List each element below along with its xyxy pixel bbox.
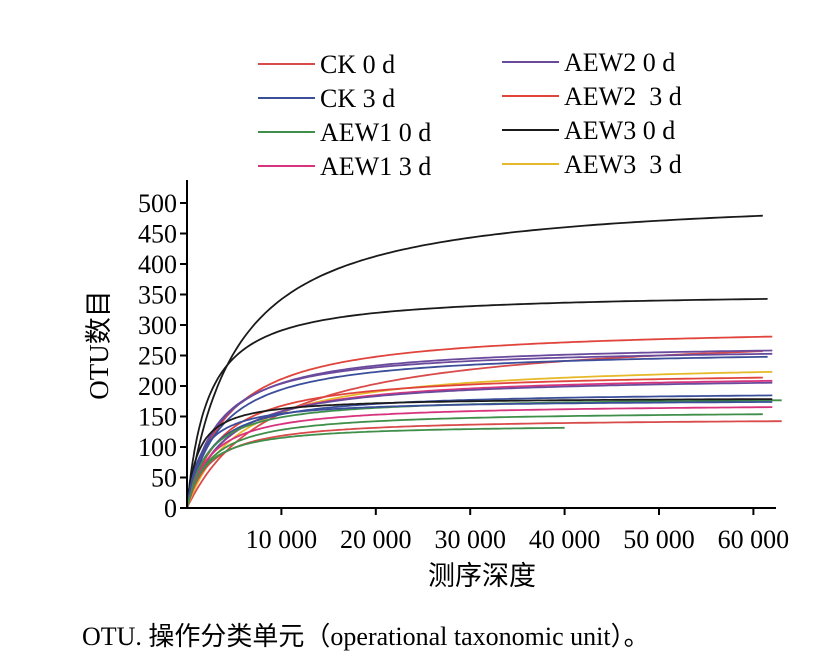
y-tick-label: 100 <box>138 433 177 462</box>
y-tick-label: 200 <box>138 372 177 401</box>
y-axis-title: OTU数目 <box>84 290 114 400</box>
x-tick-label: 40 000 <box>529 525 601 554</box>
x-axis-title: 测序深度 <box>428 561 536 591</box>
x-tick-label: 60 000 <box>718 525 790 554</box>
y-tick-label: 400 <box>138 250 177 279</box>
series-lines <box>186 214 782 509</box>
legend-label: AEW1 0 d <box>320 118 431 147</box>
y-tick-label: 300 <box>138 311 177 340</box>
rarefaction-chart: CK 0 d CK 3 d AEW1 0 d AEW1 3 d AEW2 0 d AEW2… <box>84 48 789 591</box>
series-line <box>186 376 763 509</box>
axes <box>186 180 776 509</box>
y-tick-label: 250 <box>138 342 177 371</box>
series-line <box>186 355 768 509</box>
figure-caption: OTU. 操作分类单元（operational taxonomic unit）。 <box>82 622 650 651</box>
y-tick-label: 450 <box>138 220 177 249</box>
legend: CK 0 d CK 3 d AEW1 0 d AEW1 3 d AEW2 0 d AEW2… <box>258 48 682 181</box>
legend-label: AEW1 3 d <box>320 152 431 181</box>
legend-label: AEW2 3 d <box>564 82 682 111</box>
x-tick-label: 50 000 <box>623 525 695 554</box>
series-line <box>186 401 773 508</box>
legend-label: CK 3 d <box>320 84 395 113</box>
series-line <box>186 394 773 509</box>
x-tick-label: 20 000 <box>340 525 412 554</box>
legend-label: CK 0 d <box>320 50 395 79</box>
y-tick-label: 350 <box>138 281 177 310</box>
y-tick-label: 50 <box>151 464 177 493</box>
x-tick-label: 30 000 <box>434 525 506 554</box>
series-line <box>186 399 782 509</box>
series-line <box>186 298 768 508</box>
series-line <box>186 426 565 509</box>
legend-label: AEW3 0 d <box>564 116 675 145</box>
series-line <box>186 398 773 508</box>
y-tick-label: 0 <box>164 494 177 523</box>
series-line <box>186 406 773 509</box>
series-line <box>186 370 773 509</box>
chart-canvas: CK 0 d CK 3 d AEW1 0 d AEW1 3 d AEW2 0 d AEW2… <box>84 48 789 591</box>
y-tick-label: 150 <box>138 403 177 432</box>
y-tick-label: 500 <box>138 189 177 218</box>
series-line <box>186 420 782 509</box>
x-tick-label: 10 000 <box>246 525 318 554</box>
legend-label: AEW3 3 d <box>564 150 682 179</box>
series-line <box>186 214 763 509</box>
legend-label: AEW2 0 d <box>564 48 675 77</box>
